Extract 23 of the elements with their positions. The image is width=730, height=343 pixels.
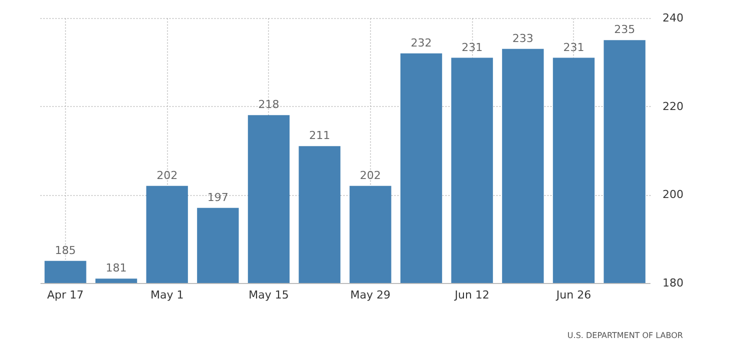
data-label: 231 <box>462 40 483 54</box>
x-tick-label: Jun 12 <box>454 288 490 302</box>
x-tick-label: Jun 26 <box>555 288 592 302</box>
x-tick-label: Apr 17 <box>47 288 84 302</box>
text: U.S. DEPARTMENT OF LABOR <box>567 331 684 340</box>
data-label: 202 <box>360 168 381 182</box>
y-tick-label: 180 <box>662 276 684 290</box>
y-tick-label: 240 <box>662 12 684 24</box>
data-label: 211 <box>309 129 330 142</box>
data-label: 197 <box>207 190 228 204</box>
data-label: 232 <box>410 36 432 50</box>
x-tick-label: May 29 <box>350 288 391 302</box>
data-label: 202 <box>156 168 178 182</box>
y-tick-label: 200 <box>662 188 684 202</box>
data-label: 218 <box>258 98 280 112</box>
data-label: 181 <box>106 262 127 275</box>
y-tick-label: 220 <box>662 100 684 113</box>
x-tick-label: May 15 <box>248 288 289 302</box>
data-label: 231 <box>563 40 584 54</box>
data-label: 233 <box>512 32 534 45</box>
data-label: 185 <box>54 244 76 257</box>
data-label: 235 <box>614 23 636 36</box>
x-tick-label: May 1 <box>150 288 184 302</box>
